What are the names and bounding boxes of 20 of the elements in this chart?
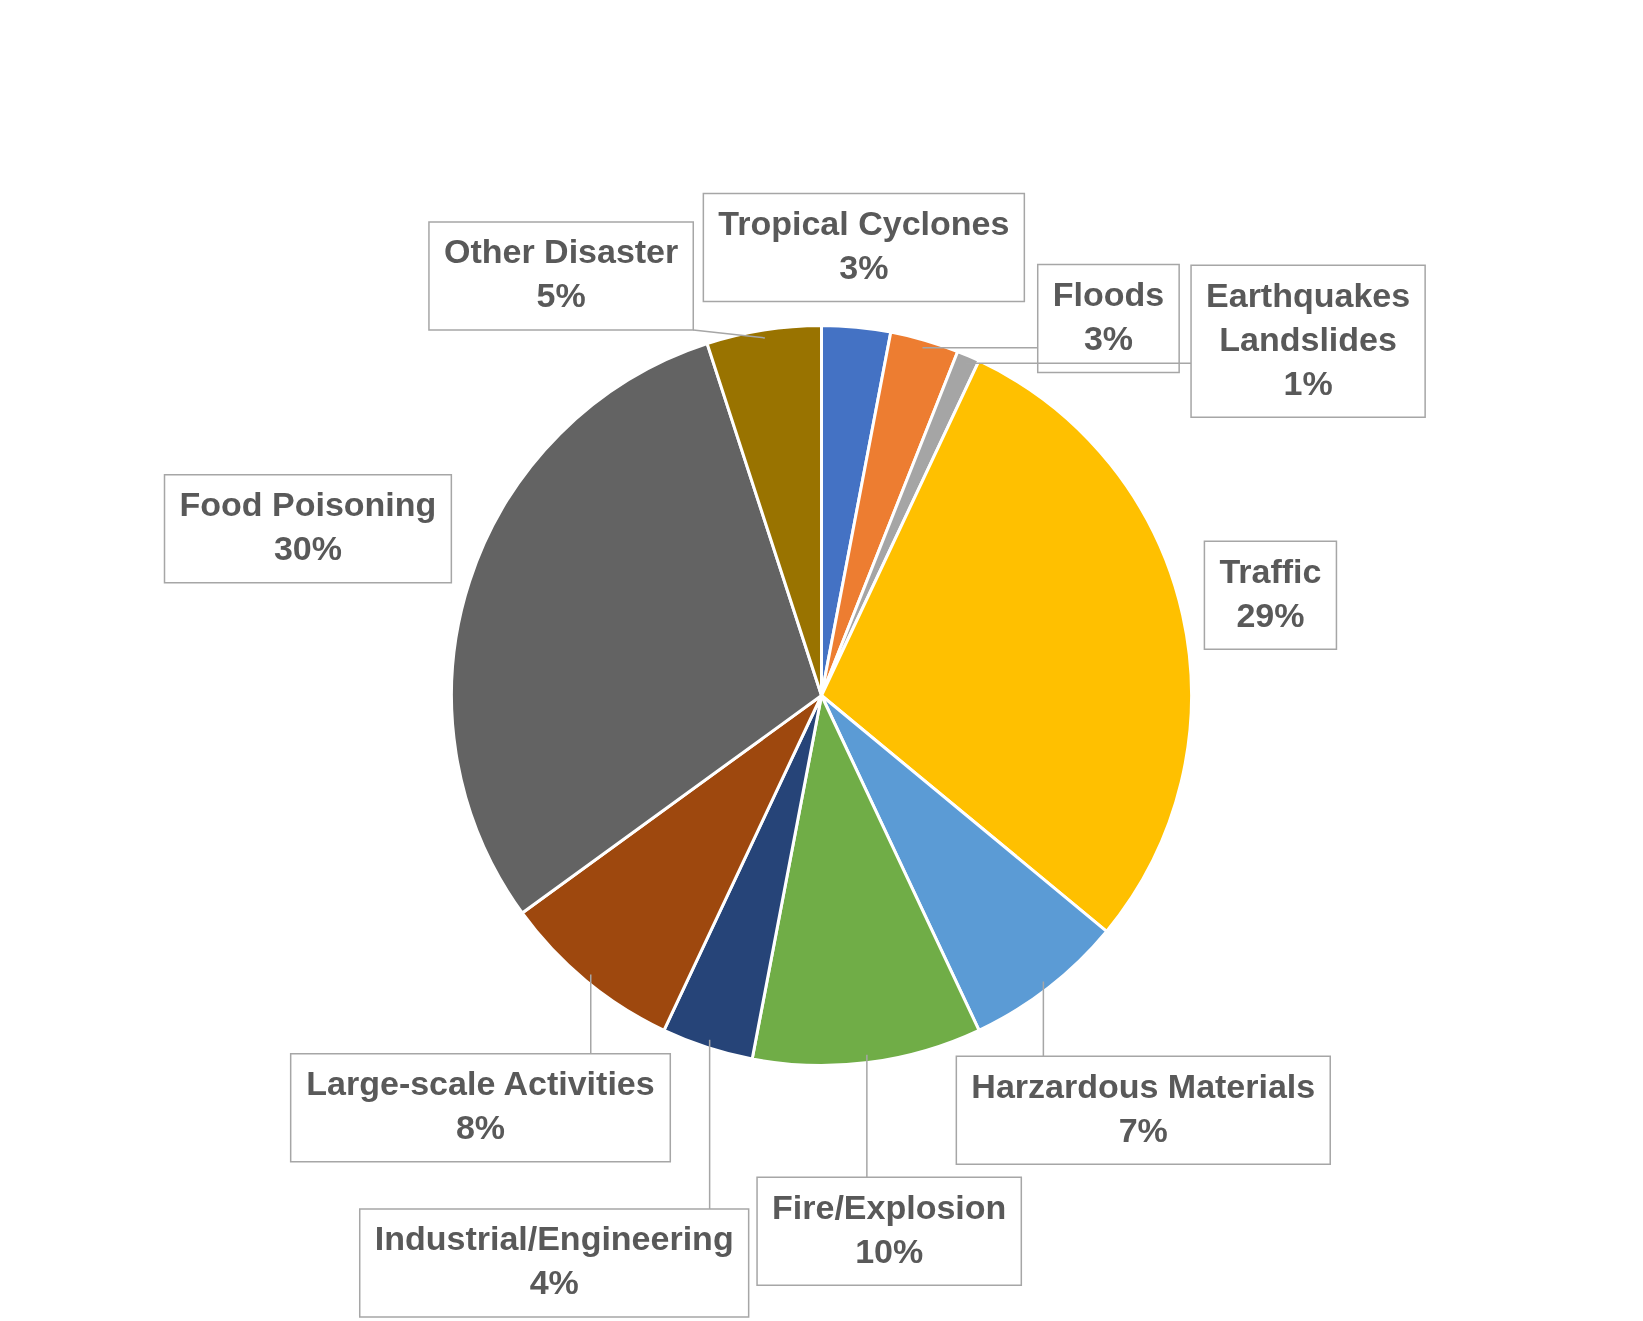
slice-label: Tropical Cyclones xyxy=(718,203,1010,242)
slice-label: Floods xyxy=(1052,274,1165,313)
data-label: 1% xyxy=(1283,363,1333,402)
slice-label: Large-scale Activities xyxy=(306,1064,655,1103)
data-label: 3% xyxy=(1083,318,1134,357)
data-label: 5% xyxy=(536,276,586,315)
slice-label: Traffic xyxy=(1219,551,1322,590)
slice-label: Industrial/Engineering xyxy=(374,1219,734,1258)
slice-label: Harzardous Materials xyxy=(971,1066,1316,1105)
slice-label: Fire/Explosion xyxy=(772,1187,1007,1226)
slice-label: Food Poisoning xyxy=(179,485,437,524)
data-label: 8% xyxy=(455,1108,506,1147)
data-label: 7% xyxy=(1118,1110,1168,1149)
data-label: 10% xyxy=(855,1231,924,1270)
data-label: 29% xyxy=(1236,595,1305,634)
slice-label: Other Disaster xyxy=(443,232,679,271)
data-label: 4% xyxy=(529,1263,579,1302)
data-label: 3% xyxy=(839,247,889,286)
slice-label: Earthquakes Landslides xyxy=(1206,275,1411,358)
data-label: 30% xyxy=(273,529,342,568)
